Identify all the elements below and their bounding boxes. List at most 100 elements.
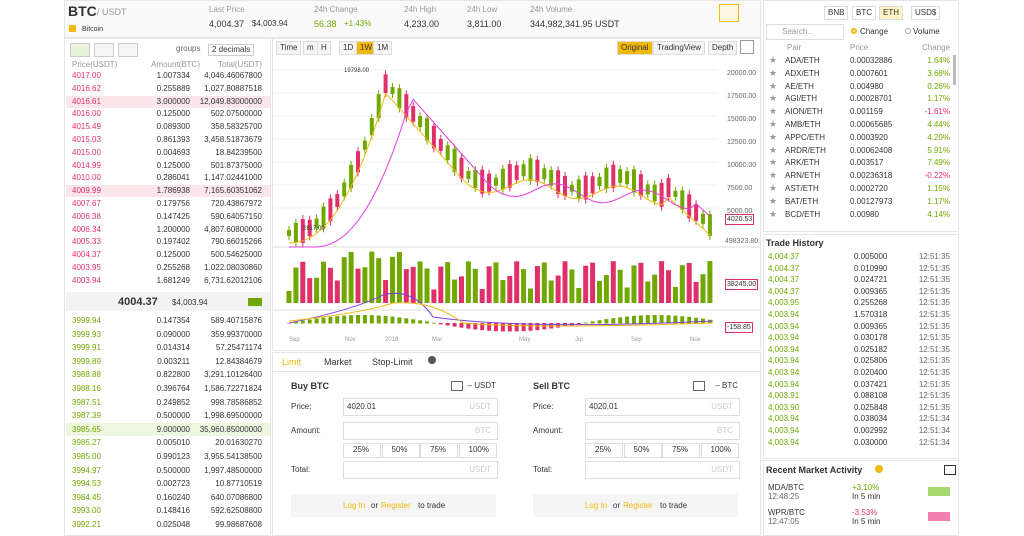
macd-bar: [666, 315, 671, 324]
search-box[interactable]: [766, 24, 844, 40]
favorite-star[interactable]: ★: [769, 144, 778, 155]
percent-button[interactable]: [420, 443, 458, 458]
macd-bar: [431, 322, 436, 324]
radio-change[interactable]: [851, 28, 857, 34]
price-axis-label: 10000.00: [727, 162, 757, 169]
theme-toggle-dark[interactable]: [740, 4, 756, 20]
total-input[interactable]: [585, 461, 740, 479]
macd-bar: [618, 317, 623, 324]
volume-bar: [603, 275, 609, 303]
percent-button[interactable]: [458, 443, 497, 458]
month-label: Jul: [575, 337, 583, 343]
percent-button[interactable]: [585, 443, 623, 458]
market-price: 0.00028701: [850, 94, 893, 104]
market-pair: ADX/ETH: [785, 68, 820, 78]
signal-line: [288, 302, 714, 327]
percent-button[interactable]: [343, 443, 381, 458]
interval-button[interactable]: 1M: [373, 41, 393, 55]
interval-button[interactable]: 1D: [339, 41, 358, 55]
market-change: 4.20%: [927, 132, 950, 142]
view-button[interactable]: Depth: [708, 41, 738, 55]
percent-button[interactable]: [623, 443, 662, 458]
view-button[interactable]: Original: [617, 41, 653, 55]
candle: [514, 165, 519, 180]
favorite-star[interactable]: [768, 5, 780, 17]
market-tab[interactable]: ETH: [879, 6, 903, 20]
book-view-button[interactable]: [94, 43, 114, 57]
percent-button[interactable]: [700, 443, 739, 458]
register-link[interactable]: Register: [623, 501, 653, 510]
market-tab[interactable]: BNB: [824, 6, 849, 20]
market-pair: AE/ETH: [785, 81, 814, 91]
order-total: 501.87375000: [210, 160, 262, 170]
price-input[interactable]: [585, 398, 740, 416]
order-amount: 0.286041: [156, 173, 190, 183]
percent-button[interactable]: [662, 443, 700, 458]
macd-bar: [307, 319, 312, 324]
decimals-select[interactable]: 2 decimals: [208, 44, 255, 56]
price-input[interactable]: [343, 398, 498, 416]
login-box: [533, 494, 738, 517]
volume-bar: [307, 278, 313, 303]
sort-volume[interactable]: Volume: [913, 27, 940, 36]
volume-bar: [583, 265, 589, 303]
radio-volume[interactable]: [905, 28, 911, 34]
macd-bar: [411, 319, 416, 324]
macd-bar: [556, 323, 561, 328]
favorite-star[interactable]: ★: [769, 106, 778, 117]
market-change: 3.68%: [927, 68, 950, 78]
order-tab[interactable]: Market: [324, 357, 352, 367]
candle: [300, 218, 305, 243]
favorite-star[interactable]: ★: [769, 55, 778, 65]
order-tab[interactable]: Limit: [282, 357, 302, 367]
percent-label: 25%: [595, 445, 612, 454]
login-link[interactable]: Log In: [585, 501, 608, 510]
macd-bar: [335, 316, 340, 324]
trade-amount: 0.025806: [854, 356, 888, 366]
interval-button[interactable]: m: [303, 41, 318, 55]
volume-bar: [541, 262, 547, 303]
order-tab[interactable]: Stop-Limit: [372, 357, 413, 367]
sort-change[interactable]: Change: [860, 27, 889, 36]
percent-button[interactable]: [381, 443, 420, 458]
favorite-star[interactable]: ★: [769, 195, 778, 206]
total-input[interactable]: [343, 461, 498, 479]
volume-bar: [514, 261, 520, 303]
trade-time: 12:51:35: [918, 321, 950, 331]
theme-toggle[interactable]: [719, 4, 739, 22]
favorite-star[interactable]: ★: [769, 131, 778, 142]
fullscreen-button[interactable]: [740, 40, 754, 54]
register-link[interactable]: Register: [381, 501, 411, 510]
favorite-star[interactable]: ★: [769, 157, 778, 168]
favorite-star[interactable]: ★: [769, 170, 778, 181]
favorite-star[interactable]: ★: [769, 93, 778, 104]
favorite-star[interactable]: ★: [769, 183, 778, 193]
order-price: 3999.94: [72, 316, 101, 325]
volume-bar: [348, 251, 354, 303]
amount-input[interactable]: [585, 422, 740, 440]
view-button[interactable]: TradingView: [653, 41, 706, 55]
book-view-button[interactable]: [118, 43, 138, 57]
depth-bar: [66, 95, 270, 108]
candle: [569, 184, 574, 192]
book-view-button[interactable]: [70, 43, 90, 57]
favorite-star[interactable]: ★: [769, 119, 778, 129]
favorite-star[interactable]: ★: [769, 208, 778, 219]
macd-bar: [473, 323, 478, 330]
trade-price: 4,003.94: [768, 344, 800, 354]
order-price: 3985.65: [72, 424, 101, 434]
interval-button[interactable]: Time: [276, 41, 302, 55]
amount-input[interactable]: [343, 422, 498, 440]
interval-button[interactable]: H: [317, 41, 331, 55]
favorite-star[interactable]: ★: [769, 67, 778, 78]
field-label: Total:: [533, 465, 553, 474]
market-tab[interactable]: USD$: [911, 6, 941, 20]
macd-bar: [632, 315, 636, 324]
favorite-star[interactable]: ★: [769, 80, 778, 91]
field-unit: USDT: [469, 465, 491, 474]
volume-bar: [631, 265, 637, 303]
login-link[interactable]: Log In: [343, 501, 366, 510]
market-tab[interactable]: BTC: [852, 6, 876, 20]
candle: [307, 219, 312, 237]
trade-price: 4,004.37: [768, 275, 800, 285]
